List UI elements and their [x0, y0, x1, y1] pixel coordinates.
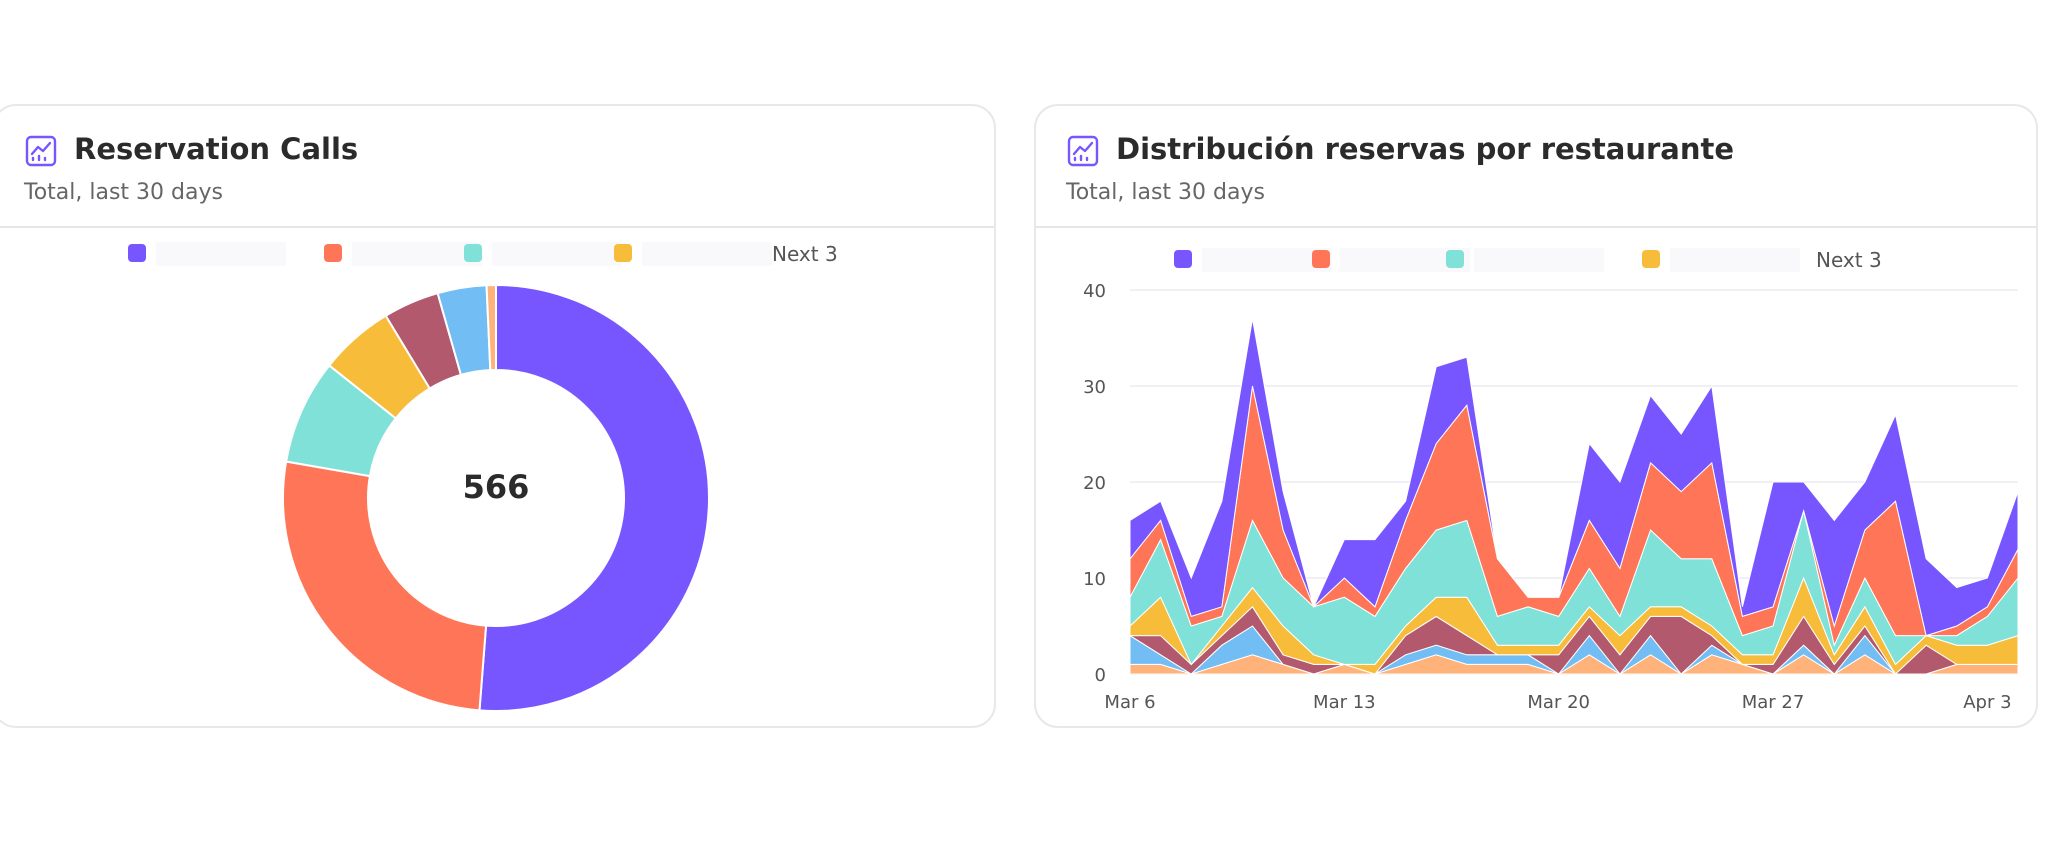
card-header: Distribución reservas por restaurante To… [1036, 106, 2036, 228]
donut-slice[interactable] [284, 364, 398, 478]
legend-swatch [1446, 250, 1464, 268]
x-tick-label: Mar 6 [1104, 692, 1155, 713]
x-tick-label: Mar 20 [1527, 692, 1590, 713]
y-tick-label: 30 [1083, 377, 1106, 398]
area-series[interactable] [1129, 318, 2019, 637]
x-tick-label: Mar 13 [1313, 692, 1376, 713]
legend-next-button[interactable]: Next 3 [772, 242, 838, 266]
card-subtitle: Total, last 30 days [24, 180, 223, 205]
donut-slice[interactable] [282, 460, 488, 712]
legend-label-placeholder [492, 242, 622, 266]
donut-slice[interactable] [436, 284, 492, 377]
legend-swatch [1174, 250, 1192, 268]
donut-slice[interactable] [327, 314, 432, 420]
donut-slice[interactable] [485, 283, 497, 372]
legend-label-placeholder [1202, 248, 1332, 272]
legend-swatch [324, 244, 342, 262]
x-tick-label: Apr 3 [1963, 692, 2011, 713]
donut-slice[interactable] [478, 283, 710, 712]
legend-label-placeholder [1474, 248, 1604, 272]
legend-label-placeholder [642, 242, 772, 266]
card-header: Reservation Calls Total, last 30 days [0, 106, 994, 228]
legend-next-button[interactable]: Next 3 [1816, 248, 1882, 272]
legend-swatch [1642, 250, 1660, 268]
donut-total-label: 566 [463, 468, 530, 506]
legend-label-placeholder [352, 242, 482, 266]
y-tick-label: 20 [1083, 473, 1106, 494]
chart-legend: Next 3 [1036, 242, 2036, 282]
card-title[interactable]: Reservation Calls [74, 132, 359, 166]
card-title[interactable]: Distribución reservas por restaurante [1116, 132, 1735, 166]
legend-label-placeholder [1670, 248, 1800, 272]
y-tick-label: 10 [1083, 569, 1106, 590]
legend-swatch [464, 244, 482, 262]
reservation-calls-card: Reservation Calls Total, last 30 days Ne… [0, 104, 996, 728]
donut-slice[interactable] [384, 291, 463, 390]
legend-swatch [614, 244, 632, 262]
card-subtitle: Total, last 30 days [1066, 180, 1265, 205]
line-chart-icon[interactable] [24, 134, 58, 168]
y-tick-label: 0 [1095, 665, 1106, 686]
x-tick-label: Mar 27 [1742, 692, 1805, 713]
chart-legend: Next 3 [0, 236, 994, 276]
legend-label-placeholder [156, 242, 286, 266]
stacked-area-chart: 0 10 20 30 40 Mar 6 Mar 13 Mar 20 Mar 27 Apr 3 [1083, 281, 2019, 713]
distribution-card: Distribución reservas por restaurante To… [1034, 104, 2038, 728]
line-chart-icon[interactable] [1066, 134, 1100, 168]
y-tick-label: 40 [1083, 281, 1106, 302]
legend-swatch [1312, 250, 1330, 268]
legend-swatch [128, 244, 146, 262]
